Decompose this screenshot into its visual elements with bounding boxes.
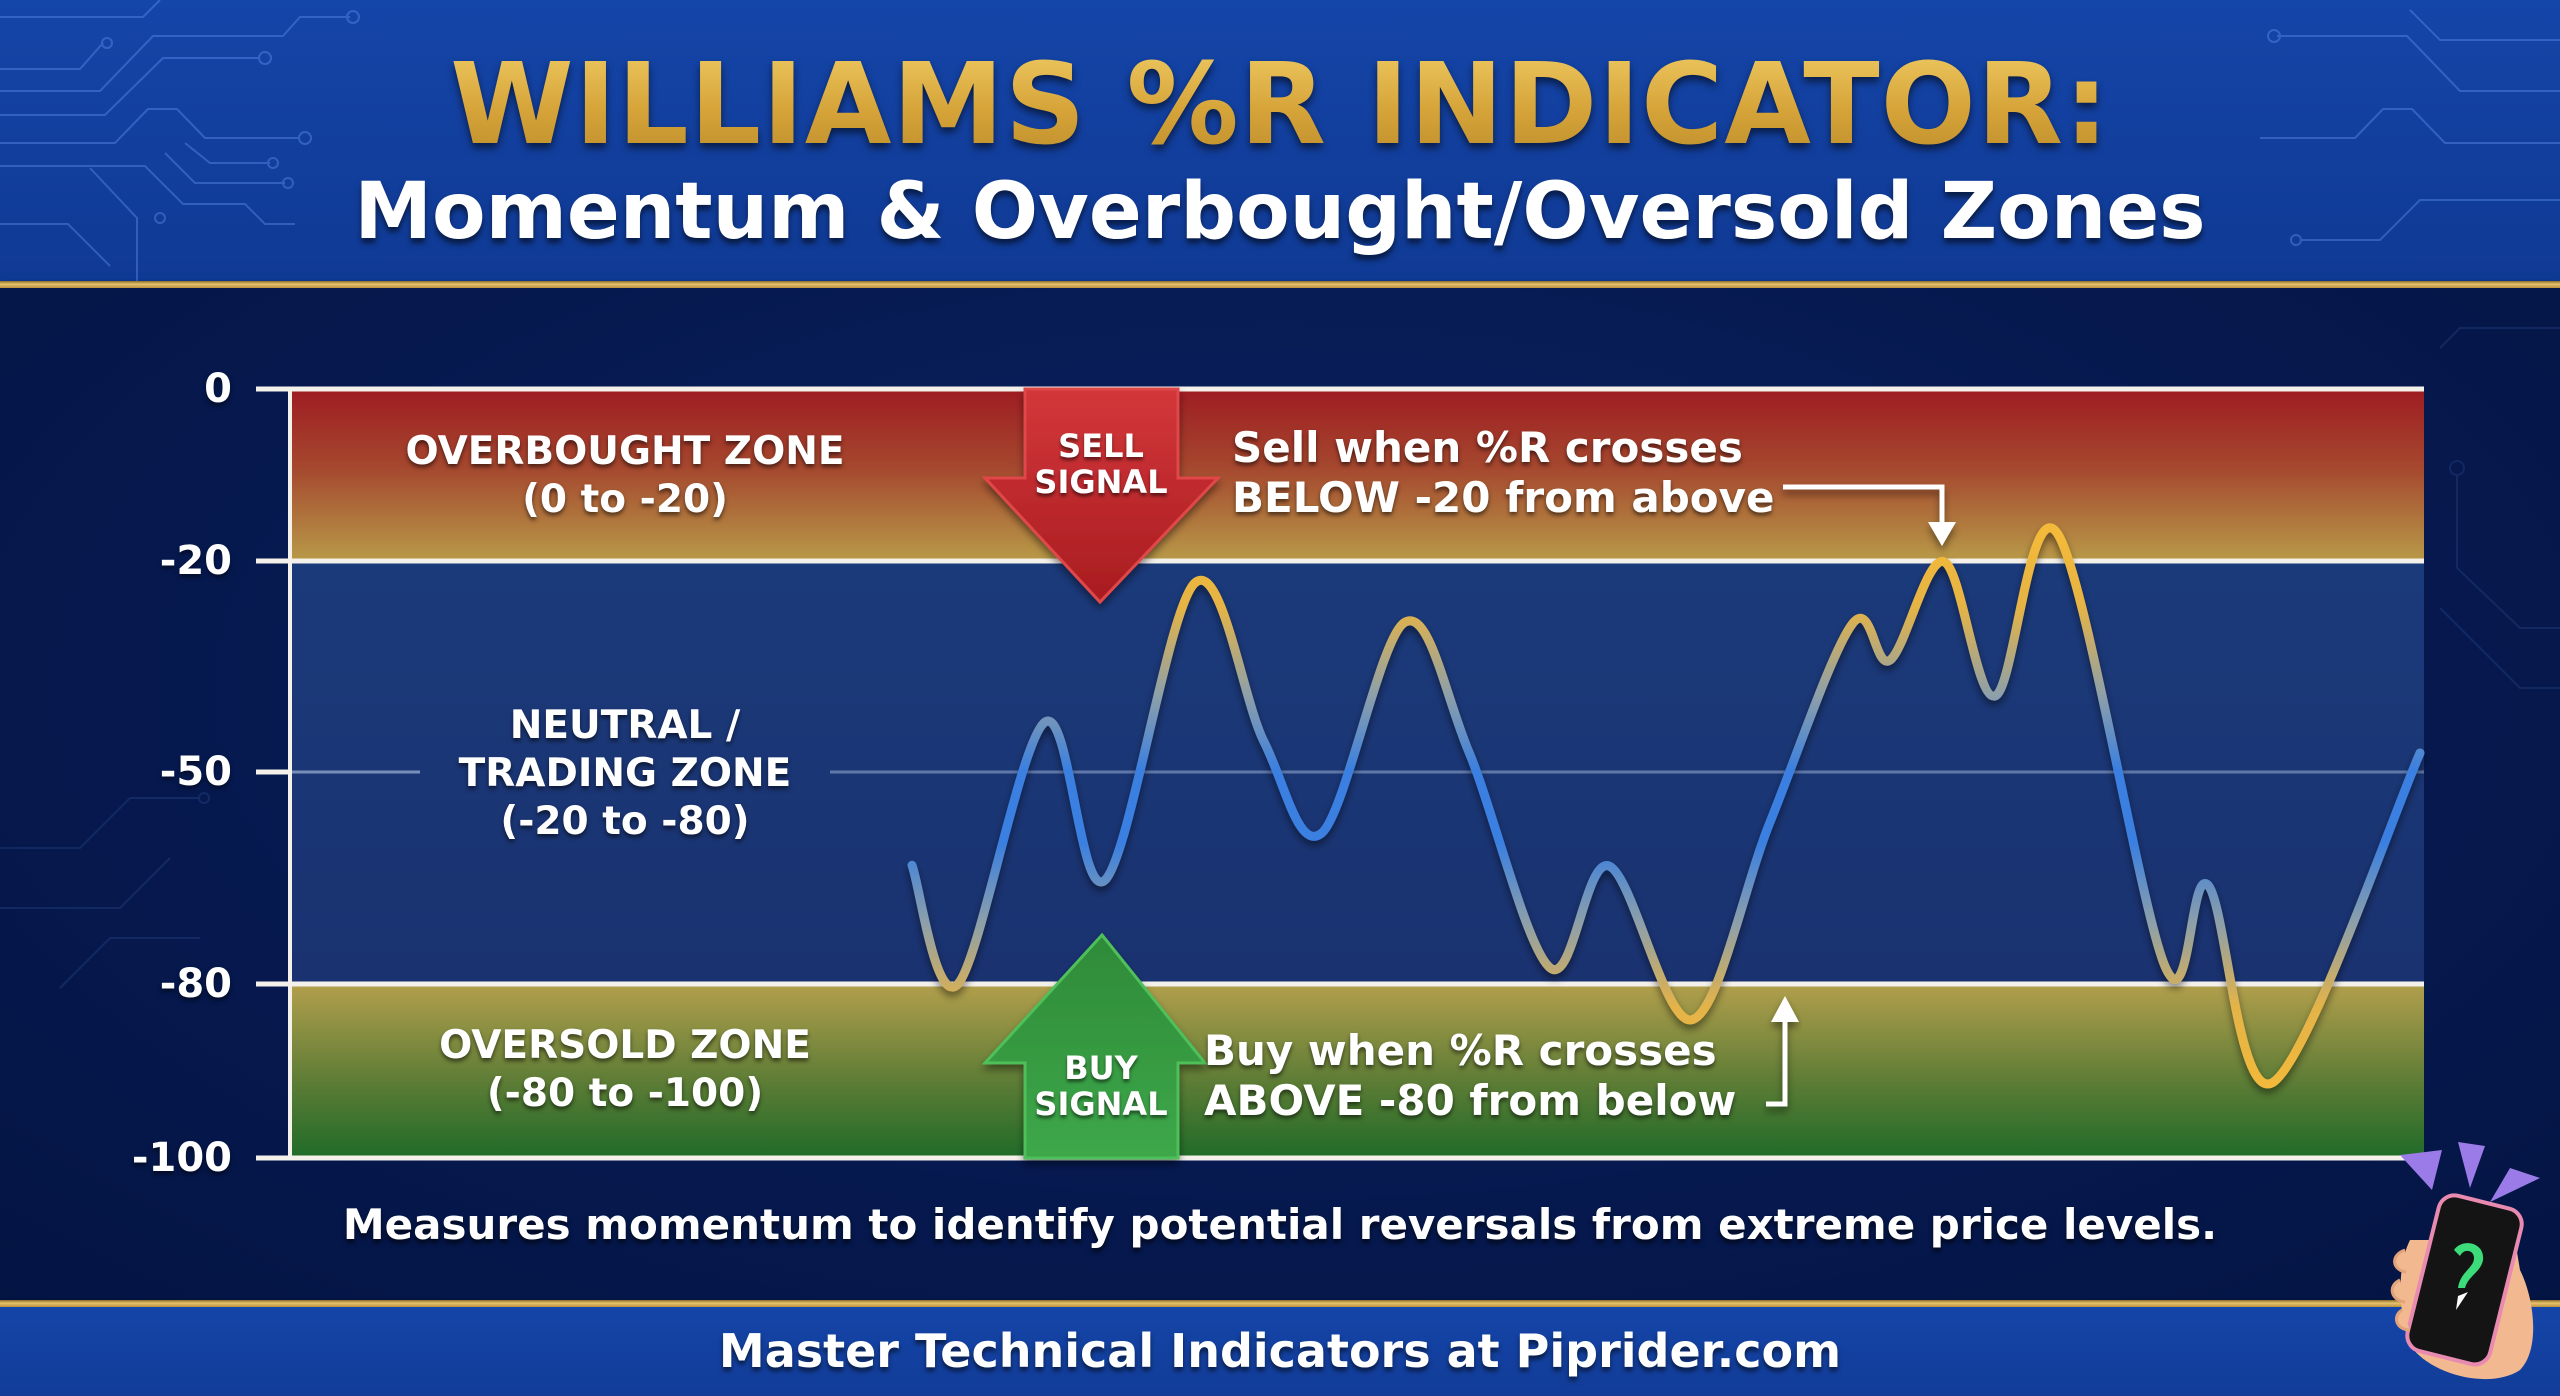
zone-range: (-80 to -100) (486, 1071, 764, 1116)
sell-signal-label-line: SIGNAL (1034, 463, 1168, 501)
sell-signal-label: SELL SIGNAL (1020, 428, 1182, 500)
header-banner: WILLIAMS %R INDICATOR: Momentum & Overbo… (0, 0, 2560, 281)
y-tick-label: 0 (204, 366, 232, 412)
sell-rule-annotation: Sell when %R crosses BELOW -20 from abov… (1232, 423, 1774, 523)
buy-signal-label: BUY SIGNAL (1020, 1050, 1182, 1122)
sell-rule-line: Sell when %R crosses (1232, 423, 1743, 472)
y-tick-label: -50 (159, 749, 232, 795)
neutral-zone-label: NEUTRAL / TRADING ZONE (-20 to -80) (365, 702, 885, 846)
footer-bar (0, 1307, 2560, 1396)
chart-caption: Measures momentum to identify potential … (342, 1200, 2218, 1249)
zone-title: OVERSOLD ZONE (439, 1023, 811, 1068)
oversold-zone-label: OVERSOLD ZONE (-80 to -100) (365, 1022, 885, 1118)
overbought-zone (290, 389, 2424, 561)
sell-rule-line: BELOW -20 from above (1232, 473, 1775, 522)
sell-signal-label-line: SELL (1058, 427, 1144, 465)
buy-signal-arrow-icon (981, 932, 1209, 1160)
page-subtitle: Momentum & Overbought/Oversold Zones (354, 167, 2206, 257)
buy-rule-line: Buy when %R crosses (1204, 1026, 1717, 1075)
page-title: WILLIAMS %R INDICATOR: (0, 40, 2560, 170)
zone-title: OVERBOUGHT ZONE (405, 429, 845, 474)
zone-title: TRADING ZONE (458, 751, 792, 796)
buy-rule-line: ABOVE -80 from below (1204, 1076, 1737, 1125)
header-divider (0, 281, 2560, 288)
buy-signal-label-line: SIGNAL (1034, 1085, 1168, 1123)
zone-range: (-20 to -80) (500, 799, 750, 844)
circuit-pattern-icon (0, 0, 360, 281)
zone-range: (0 to -20) (522, 477, 728, 522)
buy-signal-label-line: BUY (1064, 1049, 1138, 1087)
oversold-zone (290, 984, 2424, 1158)
circuit-pattern-icon (0, 327, 2560, 989)
y-tick-label: -80 (159, 961, 232, 1007)
williams-r-line (907, 523, 2425, 1089)
footer-divider (0, 1300, 2560, 1307)
y-tick-label: -100 (131, 1135, 232, 1181)
overbought-zone-label: OVERBOUGHT ZONE (0 to -20) (365, 428, 885, 524)
buy-pointer-arrow-icon (1766, 996, 1799, 1107)
buy-rule-annotation: Buy when %R crosses ABOVE -80 from below (1204, 1026, 1736, 1126)
footer-cta-link[interactable]: Master Technical Indicators at Piprider.… (718, 1324, 1842, 1378)
hand-holding-phone-logo-icon (2390, 1142, 2540, 1380)
zone-title: NEUTRAL / (509, 703, 741, 748)
y-tick-label: -20 (159, 538, 232, 584)
sell-signal-arrow-icon (981, 387, 1222, 605)
circuit-pattern-icon (2260, 9, 2560, 246)
sell-pointer-arrow-icon (1783, 484, 1956, 546)
